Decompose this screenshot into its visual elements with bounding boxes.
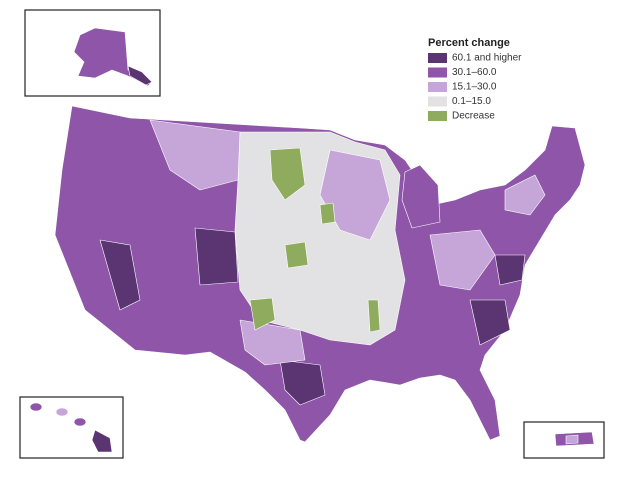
legend-title: Percent change [428, 37, 510, 49]
virginia-dark [494, 254, 526, 286]
northeast-light [504, 174, 546, 216]
southeast-dark [469, 299, 511, 346]
colorado-dark [194, 227, 239, 286]
nevada-dark [99, 239, 141, 311]
decrease-oklahoma [249, 297, 276, 331]
decrease-dakotas [269, 147, 306, 201]
legend-swatch [428, 96, 447, 107]
hawaii-island [73, 417, 87, 427]
mountain-light [149, 119, 241, 191]
decrease-kansas [284, 241, 309, 269]
hawaii-island [29, 402, 43, 412]
decrease-delta [367, 299, 381, 333]
hawaii-island [91, 429, 113, 453]
legend-swatch [428, 111, 447, 121]
alaska-dark [127, 65, 153, 86]
legend: Percent change 60.1 and higher 30.1–60.0 1… [428, 37, 522, 122]
conterminous-us [54, 105, 586, 443]
legend-swatch [428, 53, 447, 63]
legend-label: Decrease [452, 111, 495, 122]
appalachia-light [429, 229, 496, 291]
puerto-rico-light [565, 434, 579, 445]
legend-label: 0.1–15.0 [452, 96, 491, 107]
michigan [401, 164, 441, 229]
west-texas-light [239, 319, 306, 366]
legend-label: 30.1–60.0 [452, 67, 497, 78]
texas-dark [279, 359, 326, 406]
legend-label: 15.1–30.0 [452, 82, 497, 93]
midwest-light [319, 149, 391, 241]
legend-swatch [428, 82, 447, 92]
decrease-iowa [319, 202, 336, 225]
legend-label: 60.1 and higher [452, 53, 522, 64]
hawaii-island [55, 407, 69, 417]
legend-swatch [428, 67, 447, 78]
